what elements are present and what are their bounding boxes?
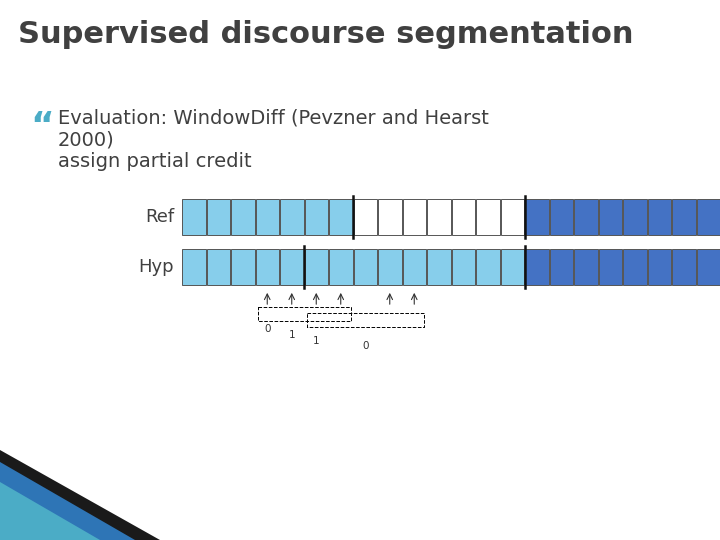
Bar	[696, 199, 720, 235]
Bar	[549, 199, 573, 235]
Bar	[427, 249, 451, 285]
Bar	[525, 249, 549, 285]
Text: 1: 1	[289, 330, 295, 340]
Text: 2000): 2000)	[58, 130, 114, 149]
Text: Ref: Ref	[145, 208, 174, 226]
Text: 0: 0	[362, 341, 369, 351]
Bar	[378, 249, 402, 285]
Text: Supervised discourse segmentation: Supervised discourse segmentation	[18, 20, 634, 49]
Bar	[256, 249, 279, 285]
Bar	[354, 249, 377, 285]
Bar	[500, 199, 524, 235]
Bar	[427, 199, 451, 235]
Bar	[574, 249, 598, 285]
Bar	[476, 249, 500, 285]
Polygon shape	[0, 462, 135, 540]
Bar	[280, 199, 304, 235]
Bar	[672, 199, 696, 235]
Bar	[525, 199, 549, 235]
Bar	[305, 249, 328, 285]
Bar	[696, 249, 720, 285]
Bar	[647, 199, 671, 235]
Bar	[256, 199, 279, 235]
Bar	[378, 199, 402, 235]
Bar	[305, 199, 328, 235]
Bar	[231, 249, 254, 285]
Bar	[451, 249, 475, 285]
Bar	[598, 249, 622, 285]
Bar	[647, 249, 671, 285]
Bar	[329, 249, 353, 285]
Polygon shape	[0, 450, 160, 540]
Bar	[207, 199, 230, 235]
Bar	[623, 249, 647, 285]
Bar	[623, 199, 647, 235]
Bar	[354, 199, 377, 235]
Text: Evaluation: WindowDiff (Pevzner and Hearst: Evaluation: WindowDiff (Pevzner and Hear…	[58, 108, 489, 127]
Polygon shape	[0, 482, 100, 540]
Text: 0: 0	[264, 324, 271, 334]
Bar	[598, 199, 622, 235]
Bar	[402, 249, 426, 285]
Bar	[280, 249, 304, 285]
Bar	[329, 199, 353, 235]
Bar	[549, 249, 573, 285]
Bar	[402, 199, 426, 235]
Bar	[182, 199, 205, 235]
Text: 1: 1	[313, 336, 320, 346]
Bar	[207, 249, 230, 285]
Bar	[182, 249, 205, 285]
Text: Hyp: Hyp	[138, 258, 174, 276]
Text: “: “	[30, 110, 54, 144]
Bar	[672, 249, 696, 285]
Bar	[500, 249, 524, 285]
Bar	[451, 199, 475, 235]
Text: assign partial credit: assign partial credit	[58, 152, 251, 171]
Bar	[476, 199, 500, 235]
Bar	[231, 199, 254, 235]
Bar	[574, 199, 598, 235]
